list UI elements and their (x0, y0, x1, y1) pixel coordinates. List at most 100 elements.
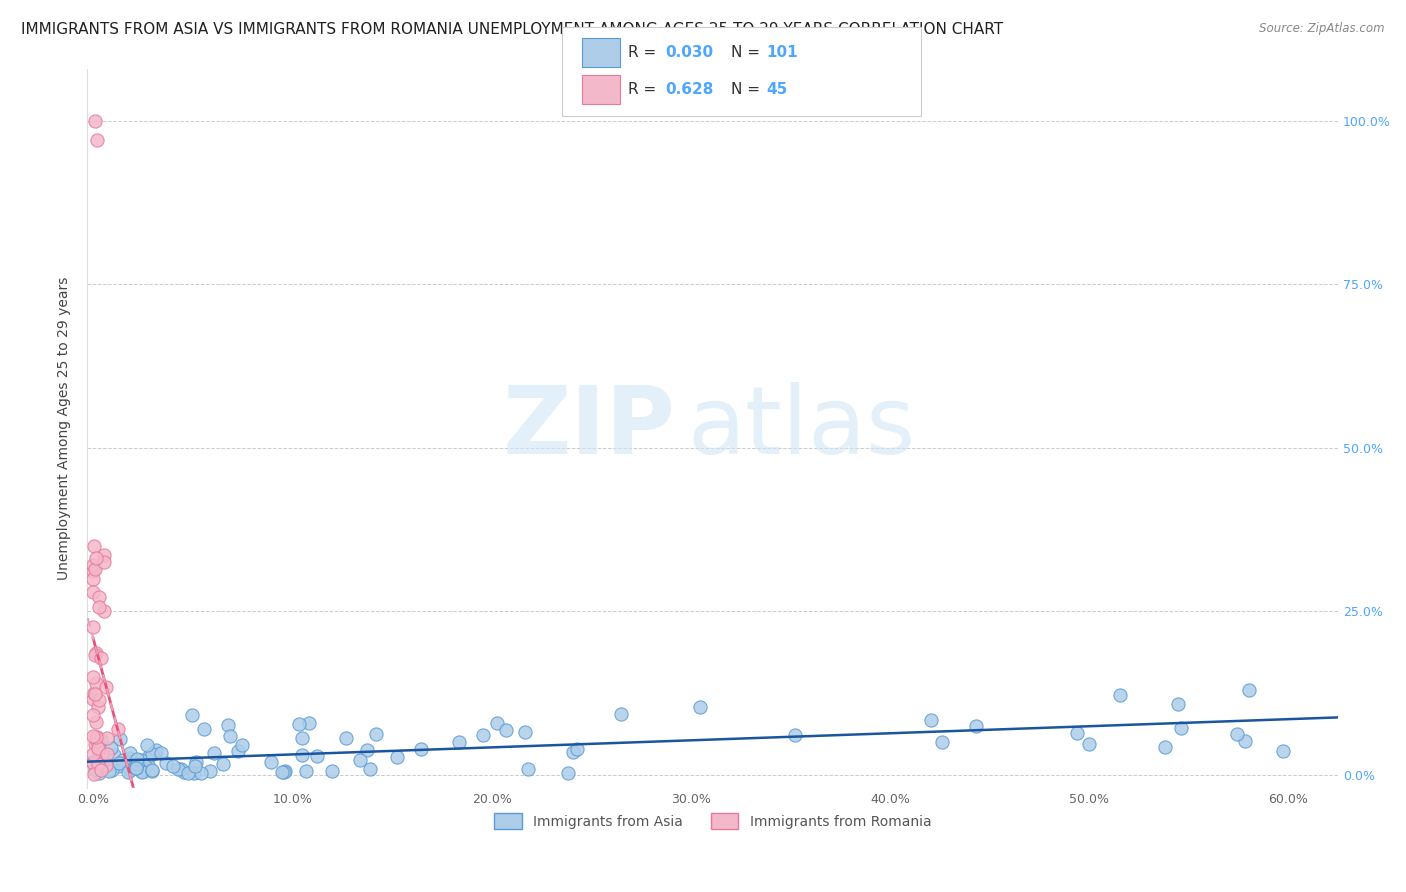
Point (94, 680, 117, 694)
Point (87, 745, 110, 759)
Point (920, 714, 942, 728)
Point (271, 764, 294, 779)
Point (82, 558, 104, 573)
Point (127, 752, 149, 766)
Point (219, 729, 242, 743)
Point (83, 767, 105, 781)
Point (87, 756, 110, 771)
Point (516, 762, 538, 776)
Text: ZIP: ZIP (502, 382, 675, 475)
Point (96, 731, 118, 745)
Point (141, 747, 163, 761)
Text: IMMIGRANTS FROM ASIA VS IMMIGRANTS FROM ROMANIA UNEMPLOYMENT AMONG AGES 25 TO 29: IMMIGRANTS FROM ASIA VS IMMIGRANTS FROM … (21, 22, 1004, 37)
Point (1153, 739, 1175, 754)
Point (90, 651, 112, 665)
Point (295, 764, 318, 778)
Point (93, 756, 115, 771)
Point (141, 764, 163, 778)
Point (84, 648, 107, 662)
Point (90, 747, 112, 761)
Point (291, 748, 314, 763)
Point (202, 746, 225, 760)
Point (145, 743, 167, 757)
Point (162, 759, 184, 773)
Point (93, 604, 115, 618)
Point (93, 548, 115, 562)
Point (82, 620, 104, 634)
Point (82, 692, 104, 706)
Point (110, 732, 132, 747)
Point (141, 763, 163, 777)
Point (84, 714, 107, 729)
Point (82, 756, 104, 770)
Text: 0.030: 0.030 (665, 45, 713, 60)
Point (143, 746, 166, 760)
Text: 0.628: 0.628 (665, 82, 713, 97)
Point (87, 693, 110, 707)
Point (84, 113, 107, 128)
Point (170, 762, 193, 776)
Text: R =: R = (628, 82, 662, 97)
Point (83, 539, 105, 553)
Point (287, 717, 309, 731)
Point (1066, 725, 1088, 739)
Point (1108, 688, 1130, 702)
Point (132, 764, 155, 778)
Point (155, 756, 177, 770)
Point (82, 670, 104, 684)
Point (1237, 682, 1260, 697)
Point (82, 564, 104, 578)
Point (167, 762, 190, 776)
Point (1234, 734, 1257, 748)
Point (86, 730, 108, 744)
Point (84, 562, 107, 576)
Point (135, 738, 157, 752)
Text: R =: R = (628, 45, 662, 60)
Point (86, 733, 108, 747)
Point (90, 763, 112, 777)
Text: 101: 101 (766, 45, 797, 60)
Point (190, 765, 212, 780)
Point (610, 707, 633, 722)
Point (101, 763, 124, 777)
Point (260, 755, 283, 769)
Point (184, 758, 207, 772)
Point (783, 728, 806, 742)
Point (129, 764, 152, 778)
Point (89, 761, 111, 775)
Point (212, 756, 235, 771)
Point (87, 699, 110, 714)
Point (103, 747, 125, 762)
Point (231, 738, 253, 752)
Point (138, 758, 160, 772)
Point (108, 756, 131, 771)
Point (128, 759, 150, 773)
Point (409, 742, 432, 756)
Point (561, 745, 583, 759)
Point (447, 735, 470, 749)
Point (87, 740, 110, 755)
Point (349, 753, 371, 767)
Point (1226, 727, 1249, 741)
Point (180, 708, 202, 723)
Point (356, 743, 378, 757)
Text: atlas: atlas (688, 382, 915, 475)
Point (364, 727, 387, 741)
Point (149, 747, 172, 761)
Point (359, 762, 381, 776)
Text: Source: ZipAtlas.com: Source: ZipAtlas.com (1260, 22, 1385, 36)
Point (120, 755, 142, 769)
Point (86, 647, 108, 661)
Point (117, 765, 139, 780)
Point (84, 687, 107, 701)
Point (321, 764, 343, 778)
Y-axis label: Unemployment Among Ages 25 to 29 years: Unemployment Among Ages 25 to 29 years (58, 277, 72, 580)
Point (273, 765, 295, 780)
Point (273, 764, 295, 779)
Point (82, 756, 104, 770)
Legend: Immigrants from Asia, Immigrants from Romania: Immigrants from Asia, Immigrants from Ro… (489, 807, 936, 835)
Point (226, 744, 249, 758)
Point (83, 686, 105, 700)
Text: N =: N = (731, 82, 765, 97)
Point (183, 765, 205, 780)
